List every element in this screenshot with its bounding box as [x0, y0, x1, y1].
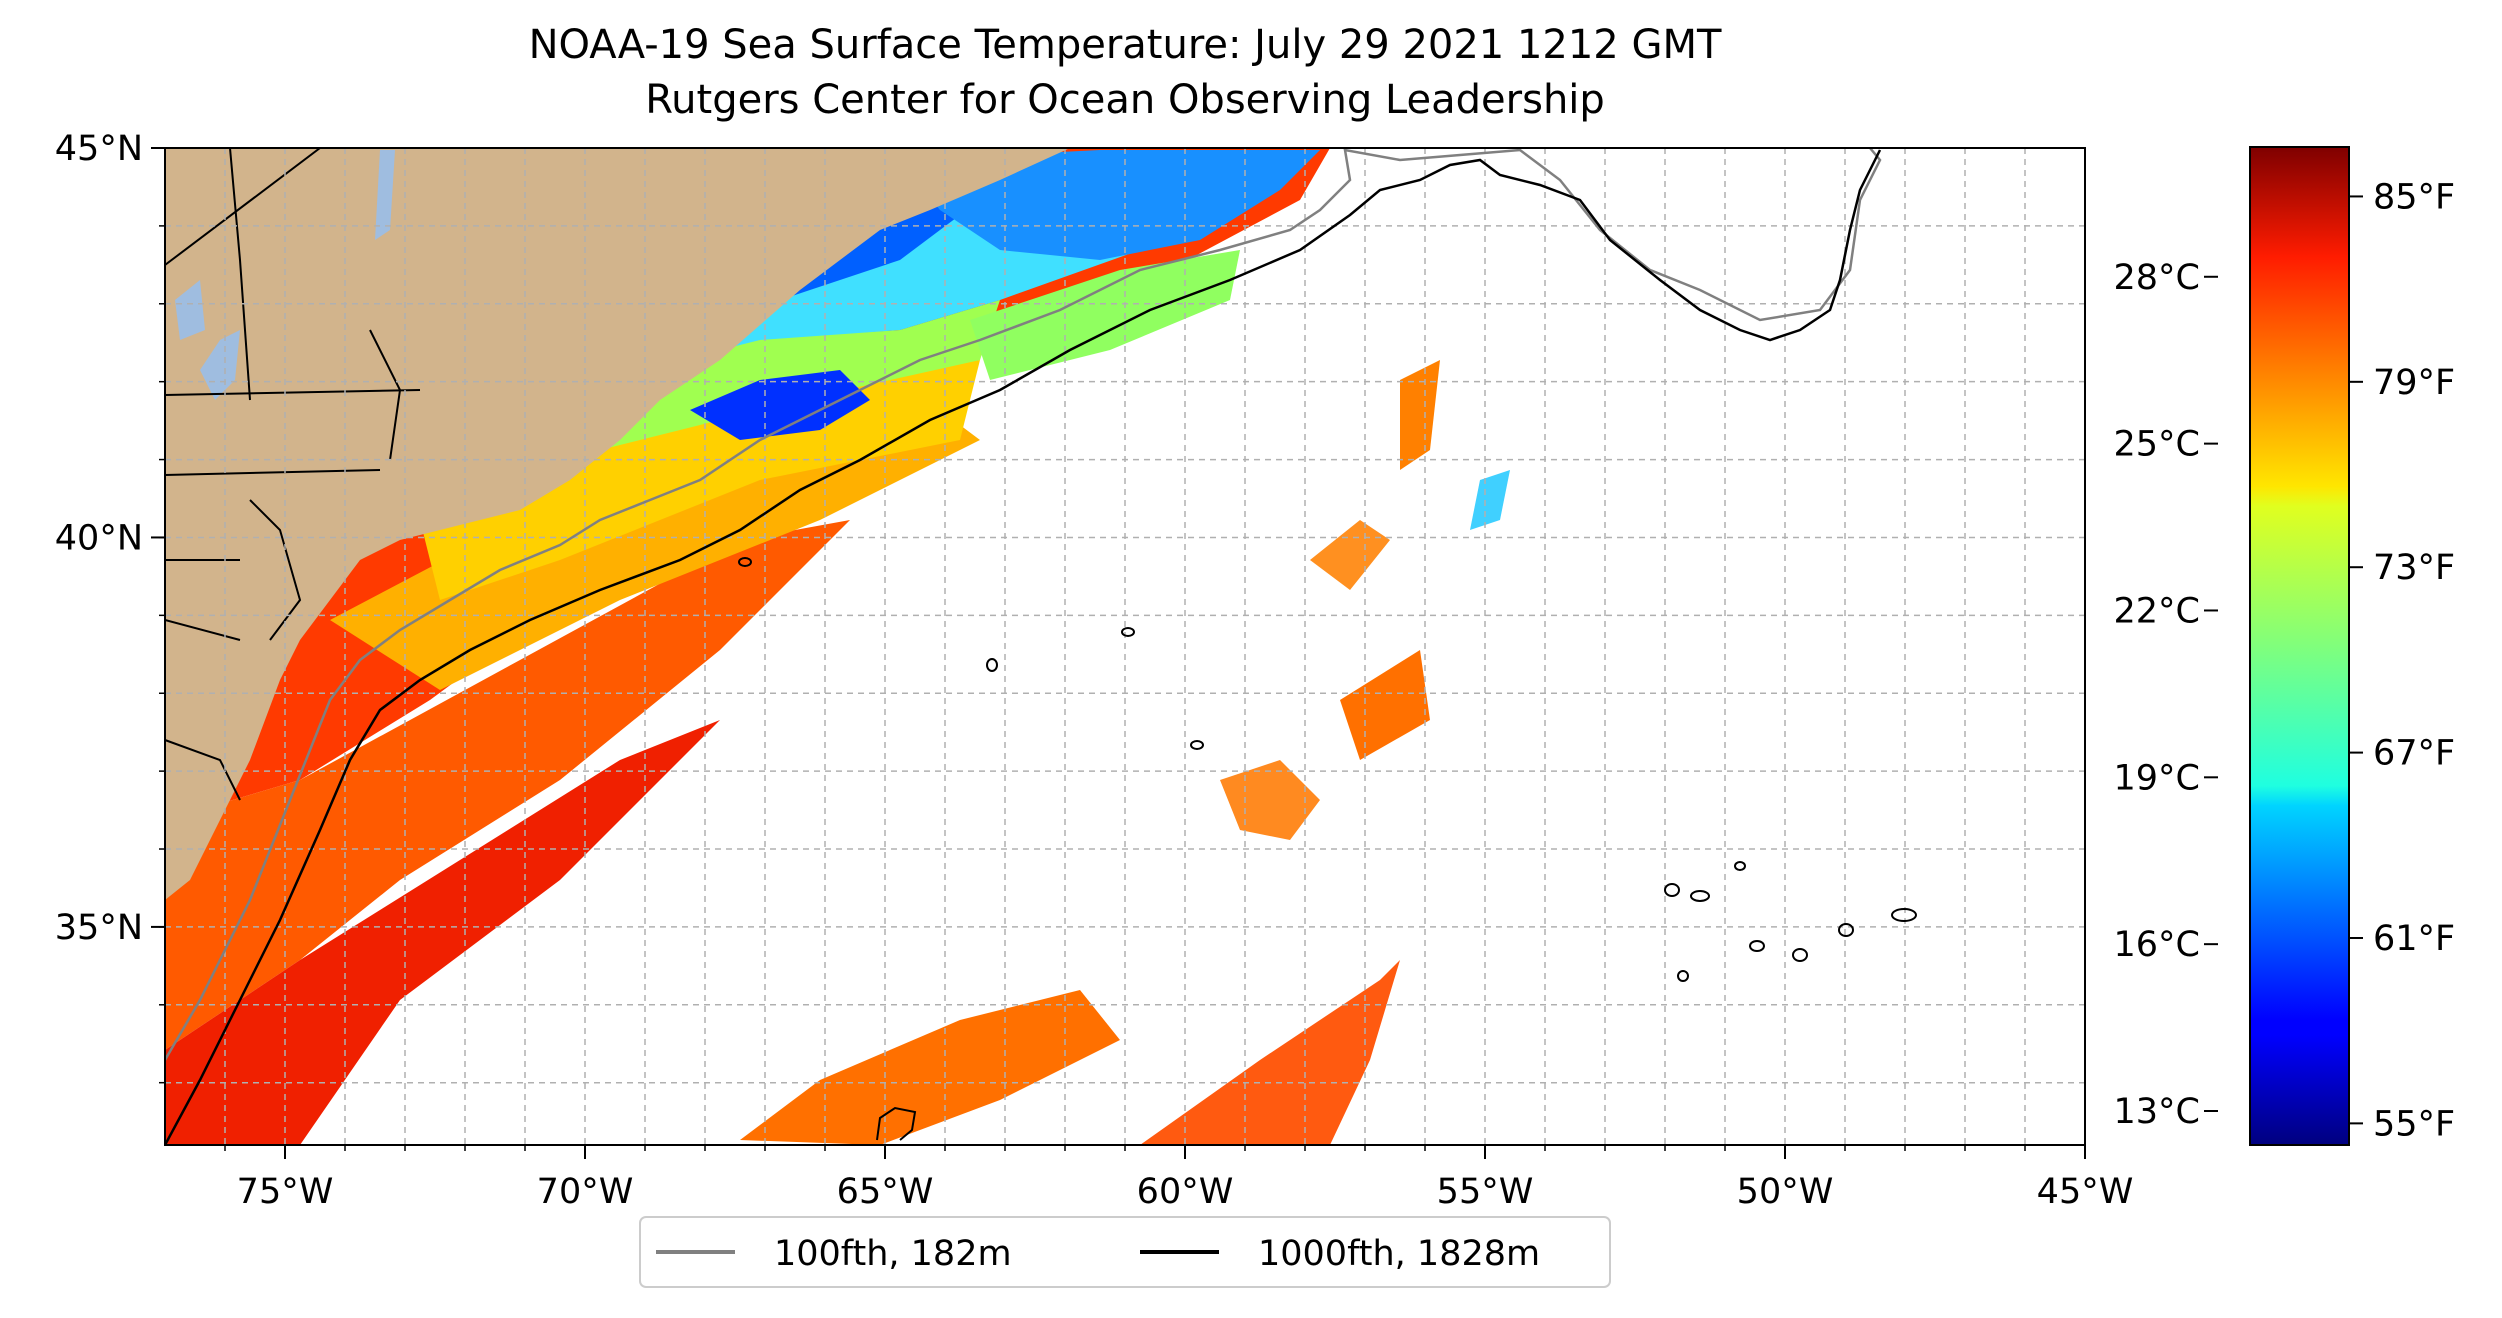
colorbar-label-c: 28°C [2114, 258, 2200, 298]
chart-subtitle: Rutgers Center for Ocean Observing Leade… [645, 77, 1605, 123]
colorbar-label-f: 79°F [2373, 363, 2455, 403]
colorbar-label-c: 13°C [2114, 1092, 2200, 1132]
colorbar-label-c: 22°C [2114, 591, 2200, 631]
legend-label-100fth: 100fth, 182m [774, 1234, 1012, 1274]
map-gridlines [165, 148, 2085, 1145]
isobath-contours [165, 148, 1917, 1145]
isobath-1000fth [165, 149, 1882, 1145]
colorbar-label-f: 67°F [2373, 734, 2455, 774]
y-tick-label: 35°N [55, 908, 143, 948]
map-axis-ticks: 75°W 70°W 65°W 60°W 55°W 50°W 45°W 45°N 40°N 35°N [55, 129, 2134, 1212]
y-tick-label: 40°N [55, 518, 143, 558]
coastal-land [165, 148, 1070, 900]
colorbar: 55°F 61°F 67°F 73°F 79°F 85°F 13°C 16°C 19°C 22°C… [2114, 146, 2456, 1146]
x-tick-label: 75°W [237, 1172, 334, 1212]
colorbar-label-f: 73°F [2373, 548, 2455, 588]
colorbar-frame [2249, 146, 2350, 1146]
x-tick-label: 70°W [537, 1172, 634, 1212]
legend-label-1000fth: 1000fth, 1828m [1258, 1234, 1540, 1274]
x-tick-label: 55°W [1437, 1172, 1534, 1212]
chart-title: NOAA-19 Sea Surface Temperature: July 29… [528, 22, 1722, 68]
x-tick-label: 50°W [1737, 1172, 1834, 1212]
legend: 100fth, 182m 1000fth, 1828m [639, 1216, 1611, 1288]
x-tick-label: 45°W [2037, 1172, 2134, 1212]
colorbar-label-c: 25°C [2114, 425, 2200, 465]
colorbar-gradient [2250, 147, 2349, 1145]
legend-box [639, 1216, 1611, 1288]
x-tick-label: 60°W [1137, 1172, 1234, 1212]
state-borders [165, 148, 421, 801]
x-tick-label: 65°W [837, 1172, 934, 1212]
y-tick-label: 45°N [55, 129, 143, 169]
colorbar-label-c: 19°C [2114, 758, 2200, 798]
colorbar-label-f: 61°F [2373, 919, 2455, 959]
colorbar-label-c: 16°C [2114, 925, 2200, 965]
colorbar-label-f: 55°F [2373, 1104, 2455, 1144]
colorbar-ticks: 55°F 61°F 67°F 73°F 79°F 85°F 13°C 16°C 19°C 22°C… [2114, 177, 2456, 1144]
colorbar-label-f: 85°F [2373, 177, 2455, 217]
isobath-100fth [165, 148, 1882, 1061]
